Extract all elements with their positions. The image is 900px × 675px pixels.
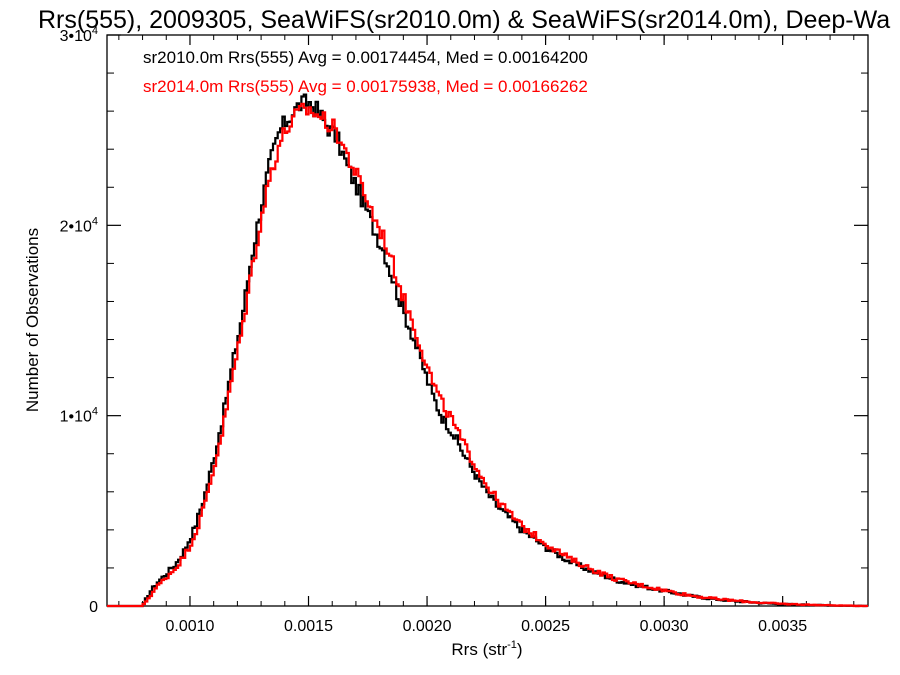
plot-border <box>106 34 869 607</box>
y-tick-label-3: 3•104 <box>60 25 98 45</box>
axis-ticks: 0.0010 0.0015 0.0020 0.0025 0.0030 0.0035 0 1•1… <box>60 25 868 635</box>
x-axis-label-superscript: -1 <box>507 639 517 651</box>
x-tick-label-2: 0.0020 <box>403 618 452 635</box>
x-axis-label: Rrs (str-1) <box>451 639 522 659</box>
x-tick-label-3: 0.0025 <box>521 618 570 635</box>
x-tick-label-1: 0.0015 <box>284 618 333 635</box>
annotation-series-2: sr2014.0m Rrs(555) Avg = 0.00175938, Med… <box>143 77 588 96</box>
y-tick-label-1: 1•104 <box>60 406 98 426</box>
histogram-series-2 <box>107 102 868 608</box>
series-group <box>107 93 868 608</box>
plot-area <box>106 34 869 607</box>
x-tick-label-4: 0.0030 <box>640 618 689 635</box>
y-axis-label: Number of Observations <box>23 228 42 412</box>
x-tick-label-0: 0.0010 <box>166 618 215 635</box>
chart-title: Rrs(555), 2009305, SeaWiFS(sr2010.0m) & … <box>38 6 890 34</box>
y-tick-label-2: 2•104 <box>60 215 98 235</box>
annotation-series-1: sr2010.0m Rrs(555) Avg = 0.00174454, Med… <box>143 48 588 67</box>
x-tick-label-5: 0.0035 <box>758 618 807 635</box>
y-tick-label-0: 0 <box>89 599 98 616</box>
x-axis-label-end: ) <box>517 640 523 659</box>
x-axis-label-main: Rrs (str <box>451 640 507 659</box>
